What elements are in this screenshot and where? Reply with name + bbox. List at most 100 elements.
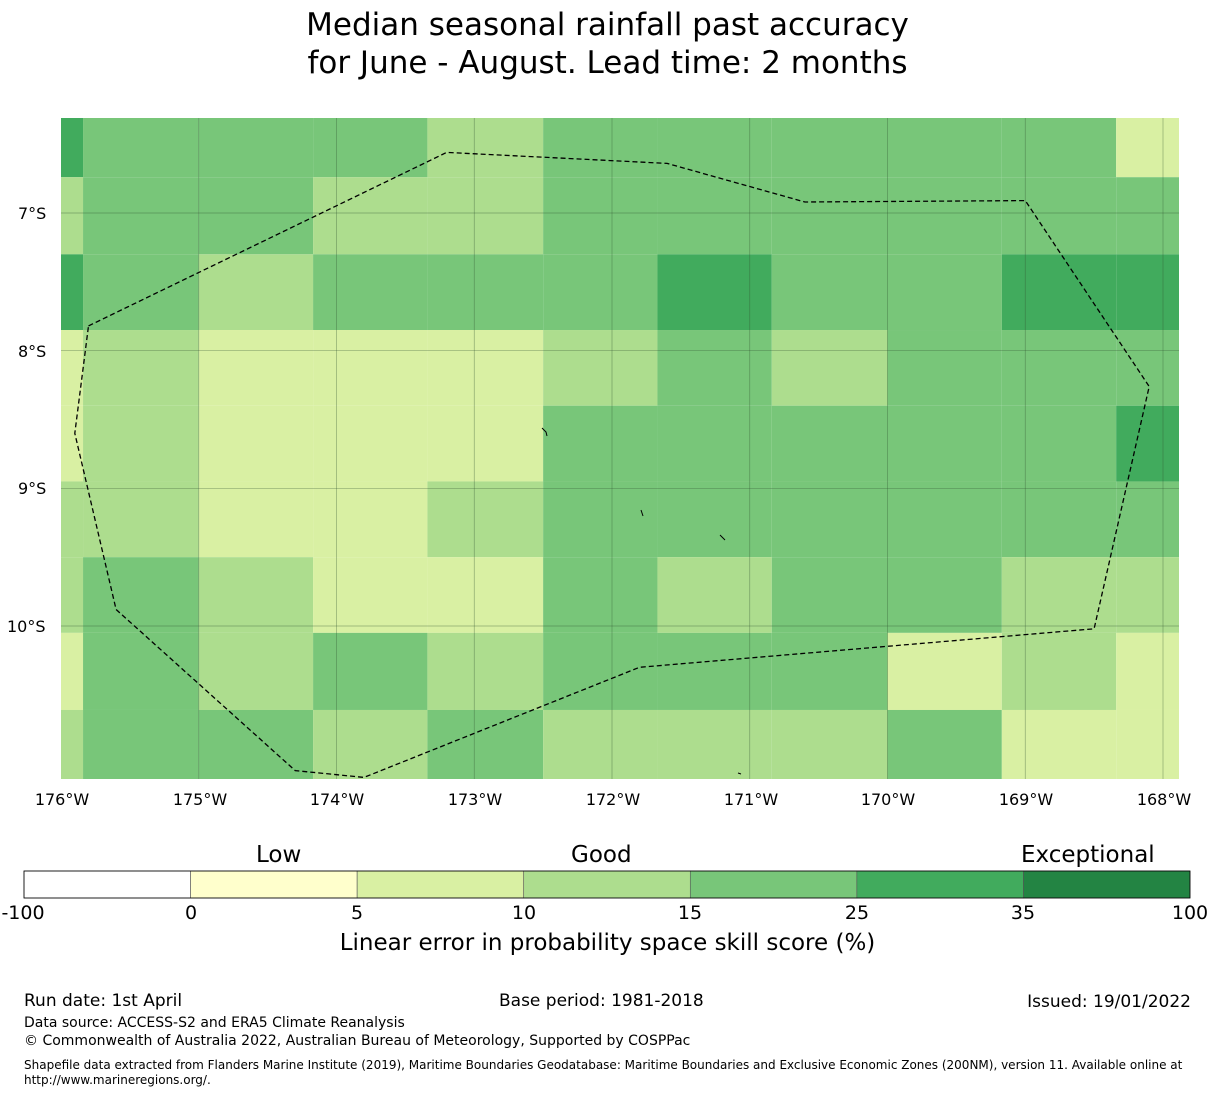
skill-cell <box>1116 709 1179 779</box>
skill-cell <box>657 632 772 710</box>
colorbar-swatch <box>23 870 191 899</box>
colorbar-swatch <box>523 870 691 899</box>
map-title-line2: for June - August. Lead time: 2 months <box>307 45 908 81</box>
skill-cell <box>887 557 1002 633</box>
colorbar-tick-label: -100 <box>1 902 45 924</box>
skill-cell <box>427 481 544 558</box>
skill-cell <box>887 118 1002 178</box>
lon-label: 170°W <box>860 790 916 809</box>
copyright: © Commonwealth of Australia 2022, Austra… <box>24 1033 691 1049</box>
skill-cell <box>198 632 314 710</box>
skill-cell <box>657 481 772 558</box>
skill-cell <box>1116 557 1179 633</box>
skill-cell <box>61 254 84 331</box>
skill-cell <box>1116 481 1179 558</box>
skill-cell <box>83 118 199 178</box>
skill-cell <box>771 118 888 178</box>
skill-cell <box>657 557 772 633</box>
lon-label: 172°W <box>585 790 641 809</box>
skill-cell <box>427 330 544 406</box>
skill-cell <box>543 177 658 255</box>
skill-cell <box>83 481 199 558</box>
data-source: Data source: ACCESS-S2 and ERA5 Climate … <box>24 1015 405 1031</box>
skill-cell <box>1001 709 1117 779</box>
skill-cell <box>1116 632 1179 710</box>
skill-cell <box>61 709 84 779</box>
skill-cell <box>61 330 84 406</box>
skill-cell <box>313 709 428 779</box>
eez-boundary-line <box>74 151 1150 779</box>
skill-cell <box>198 330 314 406</box>
lat-label: 9°S <box>18 479 47 498</box>
skill-cell <box>543 254 658 331</box>
skill-cell <box>1116 118 1179 178</box>
skill-cell <box>543 557 658 633</box>
skill-cell <box>771 254 888 331</box>
skill-cell <box>198 481 314 558</box>
skill-cell <box>887 405 1002 482</box>
lon-label: 171°W <box>723 790 779 809</box>
skill-cell <box>83 557 199 633</box>
skill-cell <box>61 405 84 482</box>
colorbar-tick-label: 25 <box>844 902 870 924</box>
issued-date: Issued: 19/01/2022 <box>1027 992 1191 1012</box>
skill-cell <box>61 118 84 178</box>
lat-label: 10°S <box>7 617 46 636</box>
skill-cell <box>543 405 658 482</box>
skill-cell <box>61 557 84 633</box>
skill-cell <box>427 118 544 178</box>
skill-cell <box>61 481 84 558</box>
skill-cell <box>771 405 888 482</box>
colorbar-category-exceptional: Exceptional <box>1021 842 1155 868</box>
skill-cell <box>313 254 428 331</box>
lon-label: 176°W <box>34 790 90 809</box>
shapefile-credit: Shapefile data extracted from Flanders M… <box>24 1058 1183 1072</box>
skill-cell <box>1001 177 1117 255</box>
skill-cell <box>1116 177 1179 255</box>
skill-cell <box>771 632 888 710</box>
map-title-line1: Median seasonal rainfall past accuracy <box>306 7 909 43</box>
skill-cell <box>198 405 314 482</box>
skill-cell <box>771 330 888 406</box>
island-coastline <box>541 427 548 437</box>
skill-cell <box>427 632 544 710</box>
skill-cell <box>887 330 1002 406</box>
skill-cell <box>543 632 658 710</box>
colorbar-title: Linear error in probability space skill … <box>339 930 876 956</box>
graticule <box>61 118 1179 779</box>
skill-cell <box>543 330 658 406</box>
skill-cell <box>198 118 314 178</box>
skill-grid <box>61 118 1179 779</box>
colorbar-tick-label: 100 <box>1171 902 1209 924</box>
skill-cell <box>543 118 658 178</box>
skill-cell <box>198 709 314 779</box>
skill-cell <box>61 632 84 710</box>
skill-cell <box>1116 254 1179 331</box>
colorbar-tick-label: 15 <box>677 902 703 924</box>
skill-cell <box>1001 632 1117 710</box>
skill-cell <box>61 177 84 255</box>
skill-cell <box>887 709 1002 779</box>
skill-cell <box>313 118 428 178</box>
skill-cell <box>1001 254 1117 331</box>
skill-cell <box>427 405 544 482</box>
skill-cell <box>427 254 544 331</box>
skill-cell <box>313 481 428 558</box>
skill-cell <box>657 177 772 255</box>
skill-cell <box>83 709 199 779</box>
skill-cell <box>313 405 428 482</box>
skill-cell <box>887 254 1002 331</box>
skill-cell <box>83 254 199 331</box>
skill-cell <box>1116 405 1179 482</box>
colorbar <box>23 870 1191 899</box>
lon-label: 168°W <box>1136 790 1192 809</box>
colorbar-tick-label: 35 <box>1010 902 1036 924</box>
base-period: Base period: 1981-2018 <box>499 991 704 1011</box>
skill-cell <box>83 405 199 482</box>
colorbar-category-good: Good <box>571 842 632 868</box>
skill-cell <box>83 177 199 255</box>
skill-cell <box>657 709 772 779</box>
skill-cell <box>1001 557 1117 633</box>
colorbar-swatch <box>1023 870 1191 899</box>
